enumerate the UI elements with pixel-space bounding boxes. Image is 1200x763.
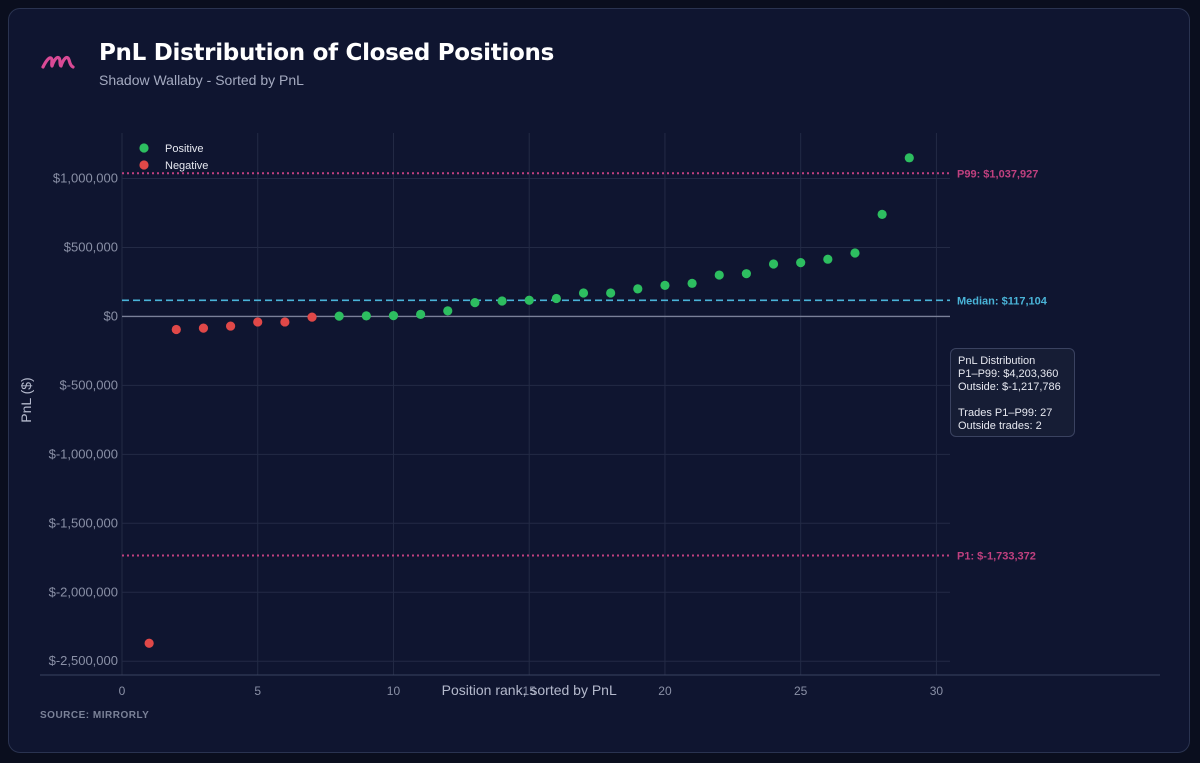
positive-point [633,284,643,294]
negative-point [280,317,290,327]
negative-point [225,321,236,331]
positive-point [470,298,480,308]
positive-point [578,288,589,298]
positive-point [796,258,806,268]
negative-point [171,324,181,335]
x-tick-label: 25 [794,684,808,698]
y-tick-label: $-2,500,000 [49,653,118,668]
negative-point [253,317,263,327]
positive-point [823,254,833,264]
positive-point [524,295,534,305]
y-tick-label: $1,000,000 [53,171,118,186]
positive-point [850,248,860,258]
info-outside-trades: Outside trades: 2 [958,420,1042,432]
axis-layer: 0 5 10 15 20 25 30 $1,000,000 $500,000 $0 $-500,00… [18,171,1160,698]
x-tick-label: 30 [930,684,944,698]
y-tick-label: $-1,500,000 [49,515,118,530]
positive-point [606,288,616,298]
data-points-layer [144,153,914,648]
y-tick-label: $-1,000,000 [49,446,118,461]
info-box-title: PnL Distribution [958,355,1036,367]
x-tick-label: 20 [658,684,672,698]
info-range-pnl: P1–P99: $4,203,360 [958,368,1059,380]
positive-point [388,310,399,321]
legend-label-positive: Positive [165,143,204,155]
x-axis-title: Position rank, sorted by PnL [442,682,617,698]
y-axis-title: PnL ($) [18,377,34,422]
reference-lines-layer: P99: $1,037,927 Median: $117,104 P1: $-1,7… [122,168,1048,562]
info-range-trades: Trades P1–P99: 27 [958,407,1053,419]
negative-point [307,312,317,322]
legend-marker-positive [139,143,149,153]
y-tick-label: $-500,000 [59,377,118,392]
p99-label: P99: $1,037,927 [957,168,1038,180]
positive-point [768,259,779,269]
x-tick-label: 5 [254,684,261,698]
legend: Positive Negative [139,143,208,172]
positive-point [714,270,724,280]
positive-point [877,209,887,219]
x-tick-label: 15 [523,684,537,698]
grid-layer [121,133,950,675]
positive-point [361,311,371,321]
p1-label: P1: $-1,733,372 [957,550,1036,562]
chart-title: PnL Distribution of Closed Positions [99,40,554,66]
info-outside-pnl: Outside: $-1,217,786 [958,381,1061,393]
positive-point [551,293,561,304]
positive-point [443,306,453,316]
negative-point [198,323,209,333]
positive-point [497,296,507,306]
legend-label-negative: Negative [165,160,208,172]
legend-marker-negative [139,160,149,170]
positive-point [334,311,344,321]
pnl-distribution-info-box: PnL Distribution P1–P99: $4,203,360 Outs… [950,348,1075,437]
positive-point [741,269,751,279]
positive-point [416,309,426,319]
y-tick-label: $500,000 [64,239,118,254]
y-tick-label: $0 [104,308,118,323]
chart-subtitle: Shadow Wallaby - Sorted by PnL [99,72,304,88]
y-tick-label: $-2,000,000 [49,584,118,599]
mirrorly-logo-icon [41,55,75,69]
x-tick-label: 0 [119,684,126,698]
source-note: SOURCE: MIRRORLY [40,710,150,721]
negative-point [144,638,154,648]
positive-point [904,153,914,163]
positive-point [687,278,697,288]
median-label: Median: $117,104 [957,295,1048,307]
x-tick-label: 10 [387,684,401,698]
positive-point [660,280,670,290]
